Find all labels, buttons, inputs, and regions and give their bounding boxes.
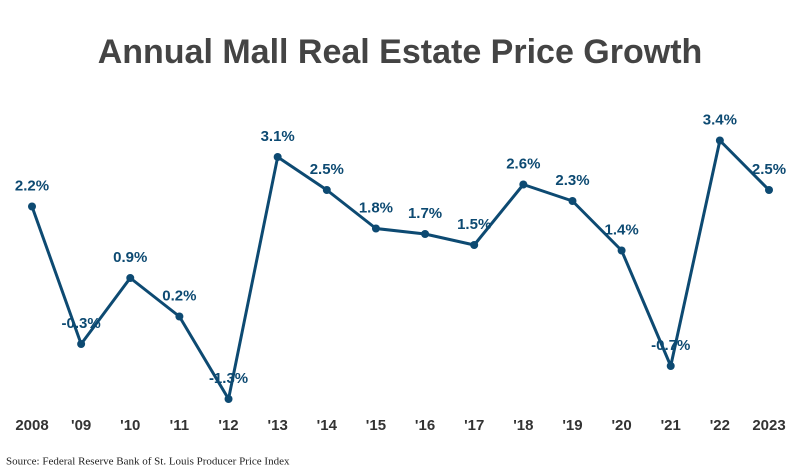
x-tick-label: 2023 [752,417,785,434]
point [126,274,135,282]
value-label: -1.3% [209,370,248,387]
x-tick-label: '19 [562,417,582,434]
x-tick-label: '15 [366,417,386,434]
value-label: 2.3% [555,172,589,189]
value-label: 0.2% [162,287,196,304]
chart-title: Annual Mall Real Estate Price Growth [98,33,703,71]
value-label: 3.4% [703,111,737,128]
x-tick-label: '18 [513,417,533,434]
x-tick-label: '14 [317,417,338,434]
line [30,139,771,401]
x-tick-label: '21 [661,417,681,434]
point [28,202,36,211]
x-tick-label: '10 [120,417,140,434]
point [175,312,184,321]
x-tick-label: '09 [71,417,91,434]
point [322,186,331,194]
value-label: 0.9% [113,249,147,266]
x-tick-label: '20 [611,417,631,434]
point [715,136,724,145]
x-tick-label: '12 [218,417,238,434]
point [470,241,479,249]
value-label: 2.2% [15,177,49,194]
x-tick-label: '22 [710,417,730,434]
point [765,186,773,194]
x-tick-label: '13 [268,417,288,434]
value-label: 1.5% [457,216,491,233]
point [77,340,86,348]
point [617,246,626,255]
point [273,153,282,161]
value-label: -0.7% [651,337,690,354]
x-tick-label: '16 [415,417,435,434]
point [519,180,528,189]
value-label: 2.5% [752,161,786,178]
x-tick-label: 2008 [15,417,48,434]
x-tick-label: '11 [170,417,189,434]
value-label: 1.8% [359,199,393,216]
value-label: 3.1% [261,128,295,145]
value-label: 2.5% [310,161,344,178]
value-label: 1.7% [408,205,442,222]
value-label: 2.6% [506,155,540,172]
point [371,224,380,233]
source-note: Source: Federal Reserve Bank of St. Loui… [6,456,290,468]
point [224,395,233,403]
x-tick-label: '17 [464,417,484,434]
point [568,197,577,205]
value-label: 1.4% [604,221,638,238]
point [666,362,675,370]
value-label: -0.3% [62,315,101,332]
point [421,230,430,238]
